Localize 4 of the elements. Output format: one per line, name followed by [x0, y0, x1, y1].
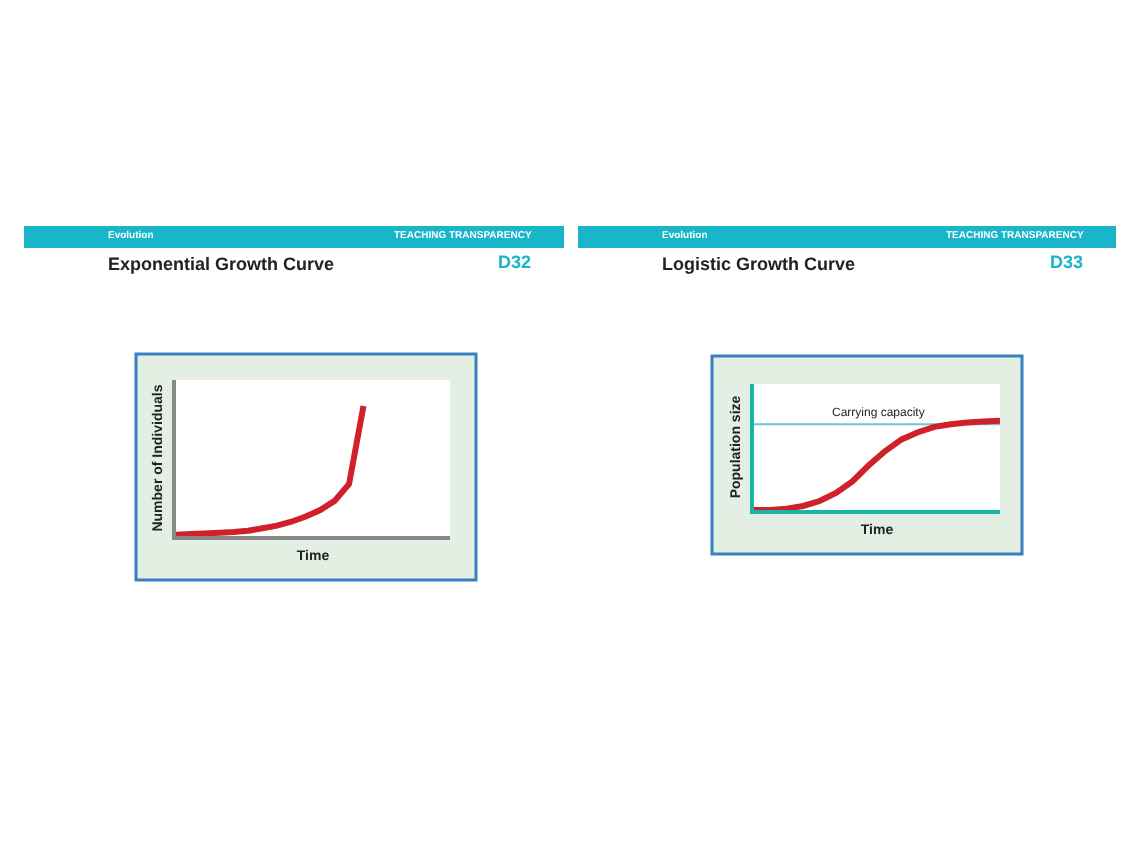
chart-title: Logistic Growth Curve	[662, 254, 856, 274]
chart-title: Exponential Growth Curve	[108, 254, 335, 274]
text: D33	[1050, 252, 1084, 272]
text: D32	[498, 252, 532, 272]
